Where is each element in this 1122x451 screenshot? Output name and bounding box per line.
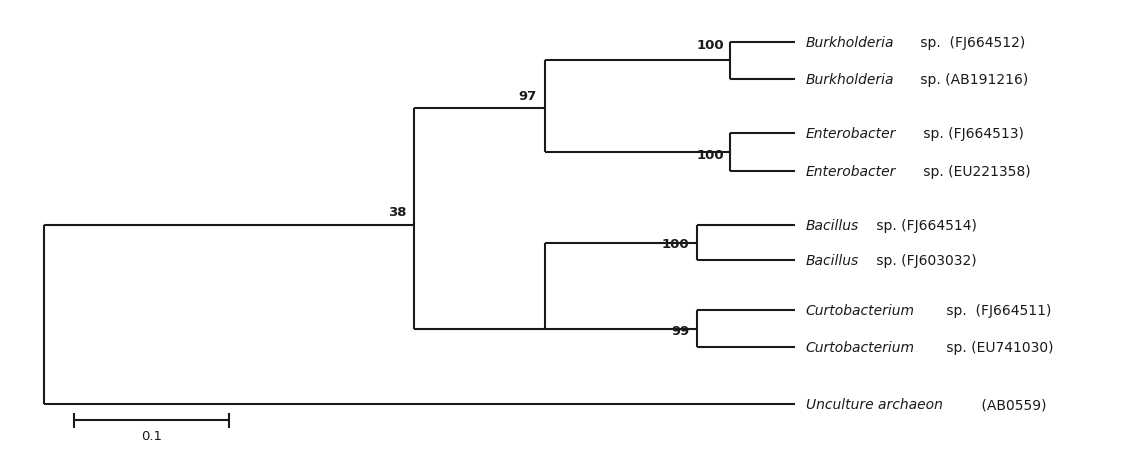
Text: sp. (EU741030): sp. (EU741030) <box>942 341 1054 354</box>
Text: Burkholderia: Burkholderia <box>806 36 894 50</box>
Text: Burkholderia: Burkholderia <box>806 73 894 87</box>
Text: Enterobacter: Enterobacter <box>806 127 896 141</box>
Text: sp. (FJ603032): sp. (FJ603032) <box>873 253 977 267</box>
Text: Curtobacterium: Curtobacterium <box>806 303 914 317</box>
Text: Unculture archaeon: Unculture archaeon <box>806 397 942 411</box>
Text: Curtobacterium: Curtobacterium <box>806 341 914 354</box>
Text: 97: 97 <box>518 90 537 103</box>
Text: 100: 100 <box>697 39 724 52</box>
Text: sp. (FJ664514): sp. (FJ664514) <box>873 218 977 232</box>
Text: Enterobacter: Enterobacter <box>806 164 896 178</box>
Text: sp.  (FJ664512): sp. (FJ664512) <box>917 36 1026 50</box>
Text: sp.  (FJ664511): sp. (FJ664511) <box>942 303 1051 317</box>
Text: 0.1: 0.1 <box>141 429 162 442</box>
Text: 99: 99 <box>671 324 689 337</box>
Text: sp. (AB191216): sp. (AB191216) <box>917 73 1029 87</box>
Text: 100: 100 <box>662 238 689 251</box>
Text: sp. (FJ664513): sp. (FJ664513) <box>919 127 1023 141</box>
Text: sp. (EU221358): sp. (EU221358) <box>919 164 1030 178</box>
Text: Bacillus: Bacillus <box>806 253 859 267</box>
Text: 100: 100 <box>697 149 724 161</box>
Text: (AB0559): (AB0559) <box>977 397 1047 411</box>
Text: Bacillus: Bacillus <box>806 218 859 232</box>
Text: 38: 38 <box>388 206 406 219</box>
